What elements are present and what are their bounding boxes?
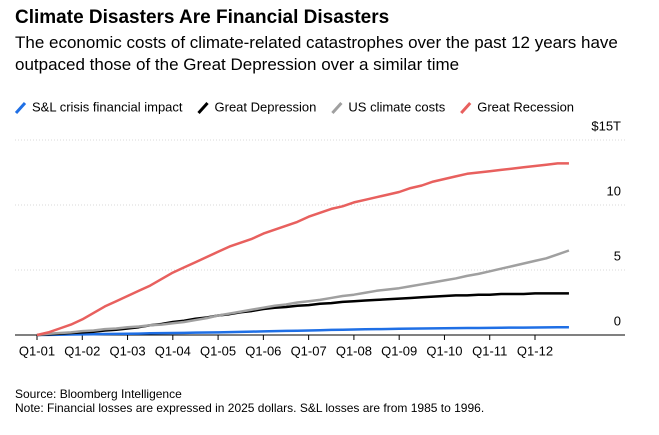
header: Climate Disasters Are Financial Disaster… [15,6,645,76]
x-tick-label: Q1-07 [291,343,327,358]
y-tick-label: 10 [607,183,621,198]
legend-swatch [460,101,472,115]
legend-label: US climate costs [348,99,445,114]
x-tick-label: Q1-01 [19,343,55,358]
source: Source: Bloomberg Intelligence [15,387,182,401]
series-line [36,249,570,337]
x-tick-label: Q1-08 [336,343,372,358]
x-tick-label: Q1-09 [381,343,417,358]
series-line [36,325,569,337]
legend-swatch [14,101,27,115]
legend-swatch [331,101,343,115]
x-tick-label: Q1-12 [517,343,553,358]
x-tick-label: Q1-02 [64,343,100,358]
x-tick-label: Q1-11 [472,343,507,358]
series-line [36,162,569,337]
note: Note: Financial losses are expressed in … [15,401,485,415]
x-tick-label: Q1-10 [426,343,462,358]
footer: Source: Bloomberg Intelligence Note: Fin… [15,387,484,415]
x-tick-label: Q1-03 [109,343,145,358]
chart-title: Climate Disasters Are Financial Disaster… [15,7,390,28]
legend-label: Great Recession [477,99,574,114]
y-tick-label: $15T [591,118,621,133]
x-tick-label: Q1-05 [200,343,236,358]
x-tick-label: Q1-04 [155,343,191,358]
legend-label: Great Depression [215,99,317,114]
y-tick-label: 0 [614,313,621,328]
legend-label: S&L crisis financial impact [32,99,183,114]
legend-swatch [197,101,209,115]
x-tick-label: Q1-06 [245,343,281,358]
series-line [36,292,569,337]
chart-subtitle: The economic costs of climate-related ca… [15,33,618,74]
y-tick-label: 5 [614,248,621,263]
